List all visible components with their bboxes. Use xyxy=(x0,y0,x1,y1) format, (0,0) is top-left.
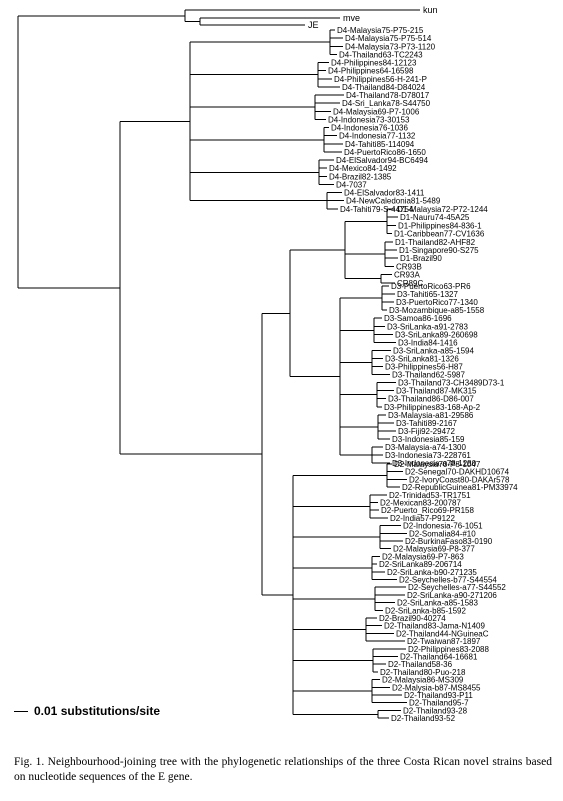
taxon-label: D2-Thailand64-16681 xyxy=(400,653,478,662)
taxon-label: mve xyxy=(343,13,360,23)
taxon-label: D2-Seychelles-b77-S44554 xyxy=(399,576,497,585)
taxon-label: D2-SriLanka-b85-1592 xyxy=(385,606,466,615)
taxon-label: D2-Indonesia-76-1051 xyxy=(403,522,483,531)
taxon-label: D4-Philippines56-H-241-P xyxy=(334,75,427,84)
taxon-label: D4-Malaysia69-P7-1006 xyxy=(333,107,420,116)
taxon-label: D2-SriLanka89-206714 xyxy=(379,560,462,569)
taxon-label: D2-SriLanka-a90-271206 xyxy=(407,591,497,600)
taxon-label: D2-Malaysia69-P7-863 xyxy=(382,552,464,561)
taxon-label: D1-Caribbean77-CV1636 xyxy=(394,230,485,239)
taxon-label: D4-Indonesia76-1036 xyxy=(331,124,408,133)
taxon-label: D4-Thailand78-D78017 xyxy=(346,91,430,100)
taxon-label: D4-Thailand63-TC2243 xyxy=(339,50,423,59)
taxon-label: D2-Thailand93-P11 xyxy=(404,691,473,700)
taxon-label: D2-India57-P9122 xyxy=(390,514,455,523)
taxon-label: D3-Fiji92-29472 xyxy=(398,427,455,436)
taxon-label: D2-Malaysia70-P8-1047 xyxy=(394,460,481,469)
taxon-label: D3-Malaysia-a74-1300 xyxy=(385,443,466,452)
taxon-label: D2-Thailand95-7 xyxy=(409,699,469,708)
taxon-label: D2-Mexican83-200787 xyxy=(380,499,461,508)
taxon-label: D3-SriLanka89-260698 xyxy=(395,330,478,339)
taxon-label: D1-Brazil90 xyxy=(400,254,442,263)
taxon-label: D4-Tahiti85-114094 xyxy=(345,140,415,149)
taxon-label: D2-SriLanka-a85-1583 xyxy=(397,599,478,608)
taxon-label: D3-Malaysia-a81-29586 xyxy=(388,411,474,420)
taxon-label: D4-Brazil82-1385 xyxy=(329,172,392,181)
taxon-label: D4-Indonesia77-1132 xyxy=(339,132,416,141)
taxon-label: D3-Indonesia73-228761 xyxy=(385,451,471,460)
taxon-label: D1-Nauru74-45A25 xyxy=(400,213,470,222)
taxon-label: D4-PuertoRico86-1650 xyxy=(344,148,426,157)
taxon-label: D3-PuertoRico63-PR6 xyxy=(391,282,471,291)
taxon-label: D4-Malaysia75-P75-514 xyxy=(345,34,432,43)
taxon-label: D2-IvoryCoast80-DAKAr578 xyxy=(409,475,510,484)
taxon-label: D2-Seychelles-a77-S44552 xyxy=(408,583,506,592)
taxon-label: D2-Thailand93-52 xyxy=(391,714,456,723)
taxon-label: D2-Thailand83-Jama-N1409 xyxy=(384,622,485,631)
taxon-label: D2-Thailand58-36 xyxy=(388,660,453,669)
taxon-label: D2-Thailand80-Puo-218 xyxy=(380,668,466,677)
taxon-label: D3-Thailand62-5987 xyxy=(392,371,465,380)
taxon-label: D3-SriLanka-a91-2783 xyxy=(387,322,468,331)
taxon-label: D3-Mozambique-a85-1558 xyxy=(389,306,485,315)
taxon-label: D2-BurkinaFaso83-0190 xyxy=(405,537,493,546)
taxon-label: D2-Twaiwan87-1897 xyxy=(407,637,481,646)
taxon-label: D2-SriLanka-b90-271235 xyxy=(387,568,477,577)
taxon-label: D2-Senegal70-DAKHD10674 xyxy=(405,468,510,477)
taxon-label: D4-Malaysia73-P73-1120 xyxy=(345,42,436,51)
taxon-label: D1-Thailand82-AHF82 xyxy=(395,238,476,247)
taxon-label: D4-Indonesia73-30153 xyxy=(328,115,410,124)
taxon-label: D3-Tahiti65-1327 xyxy=(397,290,458,299)
taxon-label: D3-PuertoRico77-1340 xyxy=(396,298,478,307)
taxon-label: D3-Tahiti89-2167 xyxy=(396,419,457,428)
taxon-label: D4-Tahiti79-S-44754 xyxy=(340,205,414,214)
taxon-label: D2-Malaysia69-P8-377 xyxy=(393,545,475,554)
taxon-label: D2-Thailand93-28 xyxy=(403,706,468,715)
scale-label: 0.01 substitutions/site xyxy=(34,704,161,718)
taxon-label: D2-Somalia84-#10 xyxy=(409,529,476,538)
taxon-label: D3-Samoa86-1696 xyxy=(384,314,452,323)
taxon-label: CR89C xyxy=(397,279,423,288)
taxon-label: D2-Trinidad53-TR1751 xyxy=(389,491,471,500)
taxon-label: D4-Malaysia75-P75-215 xyxy=(337,26,424,35)
taxon-label: kun xyxy=(423,5,438,15)
taxon-label: D4-Mexico84-1492 xyxy=(329,164,397,173)
taxon-label: D3-India84-1416 xyxy=(398,338,458,347)
taxon-label: D4-NewCaledonia81-5489 xyxy=(346,197,441,206)
taxon-label: D4-Sri_Lanka78-S44750 xyxy=(342,99,431,108)
taxon-label: D3-Indonesia85-159 xyxy=(392,435,465,444)
taxon-label: D2-RepublicGuinea81-PM33974 xyxy=(402,483,518,492)
taxon-label: CR93B xyxy=(396,262,422,271)
taxon-label: D4-Thailand84-D84024 xyxy=(342,83,426,92)
taxon-label: D3-Thailand73-CH3489D73-1 xyxy=(398,379,505,388)
taxon-label: D2-Thailand44-NGuineaC xyxy=(396,629,489,638)
taxon-label: D4-7037 xyxy=(336,180,367,189)
taxon-label: D1-Singapore90-S275 xyxy=(399,246,479,255)
phylogenetic-tree: D4-Malaysia75-P75-215D4-Malaysia75-P75-5… xyxy=(17,5,518,723)
taxon-label: D3-SriLanka81-1326 xyxy=(385,354,459,363)
taxon-label: D4-ElSalvador83-1411 xyxy=(344,189,425,198)
taxon-label: D3-Thailand87-MK315 xyxy=(396,387,477,396)
taxon-label: D2-Brazil90-40274 xyxy=(379,614,446,623)
taxon-label: D4-Philippines64-16598 xyxy=(328,67,414,76)
scale-bar xyxy=(14,710,28,712)
taxon-label: D3-Philippines83-168-Ap-2 xyxy=(384,403,481,412)
taxon-label: D2-Puerto_Rico69-PR158 xyxy=(381,506,474,515)
taxon-label: D4-Philippines84-12123 xyxy=(331,59,417,68)
taxon-label: D3-Indonesia-a78-1280 xyxy=(392,459,477,468)
taxon-label: D3-Philippines56-H87 xyxy=(385,363,463,372)
taxon-label: D2-Philippines83-2088 xyxy=(408,645,489,654)
taxon-label: D1-Malaysia72-P72-1244 xyxy=(397,205,488,214)
taxon-label: CR93A xyxy=(394,271,420,280)
taxon-label: D3-Thailand86-D86-007 xyxy=(388,395,474,404)
taxon-label: JE xyxy=(308,20,319,30)
taxon-label: D3-SriLanka-a85-1594 xyxy=(393,346,474,355)
scale-legend: 0.01 substitutions/site xyxy=(14,704,160,718)
taxon-label: D1-Philippines84-836-1 xyxy=(398,221,482,230)
taxon-label: D2-Malaysia86-MS309 xyxy=(382,676,464,685)
figure-caption: Fig. 1. Neighbourhood-joining tree with … xyxy=(14,756,552,783)
taxon-label: D4-ElSalvador94-BC6494 xyxy=(336,156,429,165)
taxon-label: D2-Malysia-b87-MS8455 xyxy=(392,683,481,692)
